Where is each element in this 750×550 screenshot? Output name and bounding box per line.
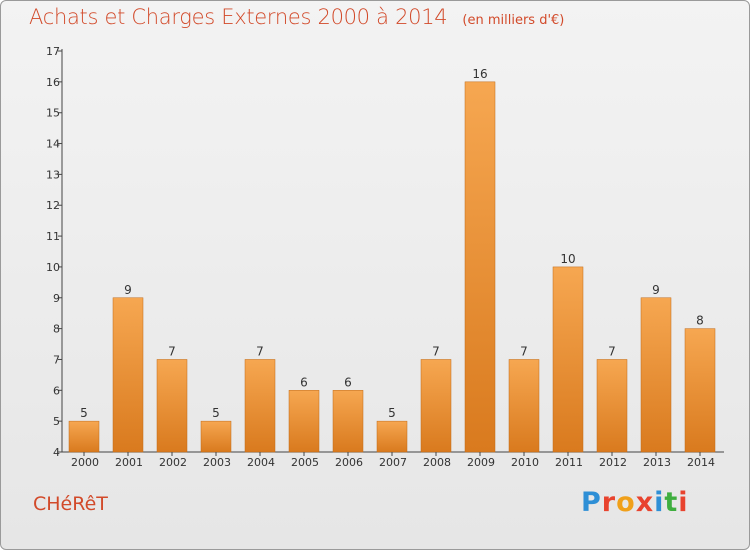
- bar-value-label: 5: [212, 406, 220, 420]
- chart-title: Achats et Charges Externes 2000 à 2014: [29, 5, 448, 29]
- y-tick-label: 6: [53, 384, 60, 397]
- x-tick-label: 2006: [335, 456, 363, 469]
- y-tick-label: 4: [53, 446, 60, 459]
- y-tick-label: 5: [53, 415, 60, 428]
- x-tick-label: 2013: [643, 456, 671, 469]
- bar: [332, 390, 364, 453]
- x-tick-label: 2002: [159, 456, 187, 469]
- y-tick-label: 7: [53, 353, 60, 366]
- bar-value-label: 16: [472, 67, 487, 81]
- bar-value-label: 9: [652, 283, 660, 297]
- y-tick-label: 14: [46, 138, 60, 151]
- bar: [508, 359, 540, 453]
- bar: [420, 359, 452, 453]
- y-tick-label: 11: [46, 230, 60, 243]
- bar-value-label: 8: [696, 314, 704, 328]
- bar-value-label: 5: [80, 406, 88, 420]
- proxiti-logo: Proxiti: [581, 487, 689, 518]
- bar: [112, 297, 144, 453]
- bar: [288, 390, 320, 453]
- chart-title-block: Achats et Charges Externes 2000 à 2014 (…: [29, 5, 564, 29]
- bar-value-label: 7: [256, 344, 264, 358]
- y-tick-label: 15: [46, 107, 60, 120]
- bar: [464, 81, 496, 453]
- y-tick-label: 10: [46, 261, 60, 274]
- y-tick-label: 12: [46, 199, 60, 212]
- y-tick-label: 16: [46, 76, 60, 89]
- bar-value-label: 6: [300, 375, 308, 389]
- x-tick-label: 2001: [115, 456, 143, 469]
- bar: [684, 328, 716, 453]
- x-tick-label: 2011: [555, 456, 583, 469]
- x-tick-label: 2007: [379, 456, 407, 469]
- bar-value-label: 6: [344, 375, 352, 389]
- logo-letter: i: [678, 487, 689, 518]
- x-tick-label: 2004: [247, 456, 275, 469]
- bar-value-label: 5: [388, 406, 396, 420]
- bar: [640, 297, 672, 453]
- bar: [156, 359, 188, 453]
- logo-letter: r: [601, 487, 617, 518]
- x-tick-label: 2010: [511, 456, 539, 469]
- logo-letter: o: [616, 487, 636, 518]
- bar: [376, 420, 408, 453]
- x-tick-label: 2008: [423, 456, 451, 469]
- logo-letter: P: [581, 487, 602, 518]
- bar: [552, 266, 584, 453]
- bar-value-label: 10: [560, 252, 575, 266]
- bar-value-label: 7: [608, 344, 616, 358]
- y-tick-label: 9: [53, 292, 60, 305]
- commune-name: CHéRêT: [33, 493, 108, 515]
- x-tick-label: 2012: [599, 456, 627, 469]
- chart-unit: (en milliers d'€): [462, 13, 565, 28]
- y-tick-label: 8: [53, 323, 60, 336]
- x-tick-label: 2005: [291, 456, 319, 469]
- x-tick-label: 2003: [203, 456, 231, 469]
- x-tick-label: 2000: [71, 456, 99, 469]
- bar-value-label: 7: [520, 344, 528, 358]
- logo-letter: x: [635, 487, 655, 518]
- logo-letter: i: [654, 487, 665, 518]
- y-tick-label: 13: [46, 168, 60, 181]
- bar-value-label: 9: [124, 283, 132, 297]
- y-tick-label: 17: [46, 45, 60, 58]
- bar: [200, 420, 232, 453]
- bar-value-label: 7: [168, 344, 176, 358]
- x-tick-label: 2009: [467, 456, 495, 469]
- bar-value-label: 7: [432, 344, 440, 358]
- bar: [596, 359, 628, 453]
- logo-letter: t: [664, 487, 679, 518]
- x-tick-label: 2014: [687, 456, 715, 469]
- bar: [244, 359, 276, 453]
- bar: [68, 420, 100, 453]
